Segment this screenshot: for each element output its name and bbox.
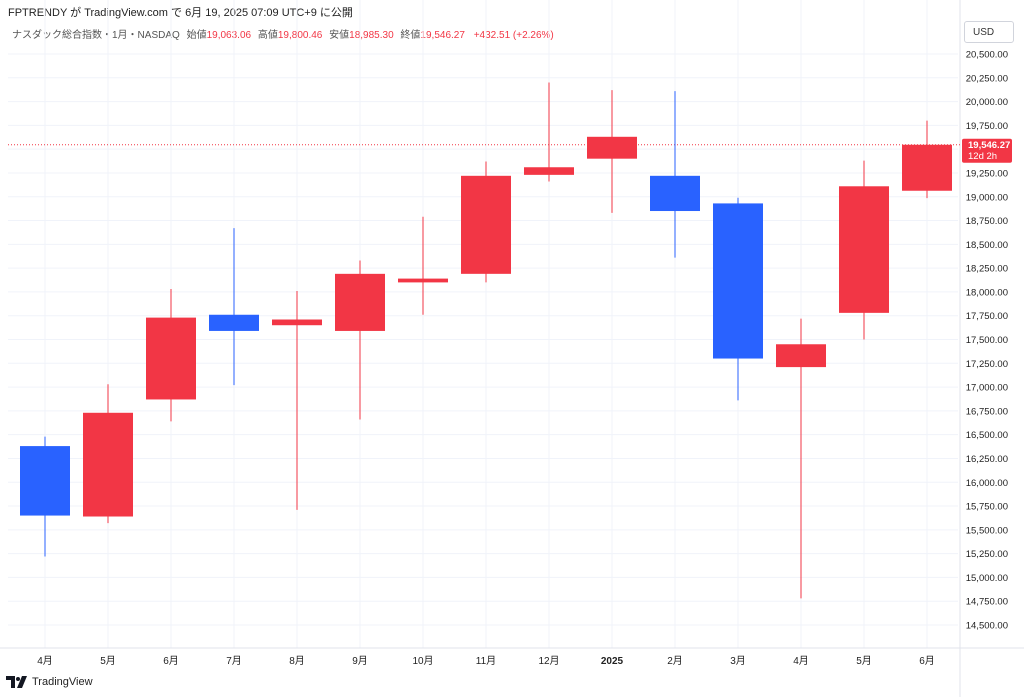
- currency-selector[interactable]: USD: [964, 21, 1014, 43]
- y-tick-label: 20,500.00: [966, 50, 1008, 61]
- x-tick-label: 2025: [601, 656, 624, 667]
- publish-info: FPTRENDY が TradingView.com で 6月 19, 2025…: [8, 7, 353, 19]
- candle-body: [272, 319, 322, 326]
- y-tick-label: 18,750.00: [966, 216, 1008, 227]
- low-label: 安値: [329, 30, 350, 41]
- candle-body: [776, 344, 826, 368]
- y-tick-label: 19,750.00: [966, 121, 1008, 132]
- candle-body: [902, 144, 952, 191]
- candle-body: [398, 278, 448, 283]
- x-tick-label: 6月: [919, 655, 935, 667]
- candle-body: [524, 167, 574, 175]
- change-value: +432.51 (+2.26%): [473, 30, 554, 41]
- y-tick-label: 16,250.00: [966, 454, 1008, 465]
- x-tick-label: 5月: [100, 655, 116, 667]
- y-tick-label: 15,250.00: [966, 549, 1008, 560]
- candle-body: [335, 273, 385, 331]
- close-label: 終値: [400, 30, 421, 41]
- footer-brand: TradingView: [32, 676, 93, 688]
- x-tick-label: 6月: [163, 655, 179, 667]
- candle-body: [209, 314, 259, 331]
- y-tick-label: 18,500.00: [966, 240, 1008, 251]
- x-tick-label: 3月: [730, 655, 746, 667]
- open-label: 始値: [186, 30, 207, 41]
- y-tick-label: 16,500.00: [966, 430, 1008, 441]
- candle-body: [461, 175, 511, 274]
- y-tick-label: 15,000.00: [966, 573, 1008, 584]
- x-tick-label: 7月: [226, 655, 242, 667]
- x-tick-label: 8月: [289, 655, 305, 667]
- candle-body: [587, 136, 637, 159]
- close-value: 19,546.27: [420, 30, 465, 41]
- y-tick-label: 20,000.00: [966, 97, 1008, 108]
- y-tick-label: 18,250.00: [966, 264, 1008, 275]
- y-tick-label: 16,000.00: [966, 478, 1008, 489]
- x-tick-label: 4月: [793, 655, 809, 667]
- x-tick-label: 12月: [538, 655, 559, 667]
- y-tick-label: 15,500.00: [966, 525, 1008, 536]
- y-tick-label: 14,500.00: [966, 621, 1008, 632]
- high-value: 19,800.46: [277, 30, 323, 41]
- tradingview-logo-icon: [6, 676, 27, 688]
- symbol-ohlc-legend: ナスダック総合指数・1月・NASDAQ 始値19,063.06 高値19,800…: [12, 26, 554, 41]
- open-value: 19,063.06: [206, 30, 252, 41]
- y-tick-label: 18,000.00: [966, 287, 1008, 298]
- y-tick-label: 17,000.00: [966, 383, 1008, 394]
- x-tick-label: 2月: [667, 655, 683, 667]
- x-tick-label: 5月: [856, 655, 872, 667]
- symbol-name: ナスダック総合指数・1月・NASDAQ: [12, 30, 180, 41]
- tradingview-footer[interactable]: TradingView: [6, 676, 93, 688]
- y-tick-label: 17,750.00: [966, 311, 1008, 322]
- y-tick-label: 15,750.00: [966, 502, 1008, 513]
- current-price-tag-countdown: 12d 2h: [968, 151, 997, 162]
- current-price-tag: [962, 138, 1012, 163]
- x-tick-label: 10月: [412, 655, 433, 667]
- current-price-tag-value: 19,546.27: [968, 140, 1010, 151]
- y-tick-label: 19,250.00: [966, 168, 1008, 179]
- candle-body: [146, 317, 196, 400]
- candle-body: [839, 186, 889, 313]
- low-value: 18,985.30: [349, 30, 394, 41]
- y-tick-label: 14,750.00: [966, 597, 1008, 608]
- y-tick-label: 17,250.00: [966, 359, 1008, 370]
- x-tick-label: 4月: [37, 655, 53, 667]
- candle-body: [713, 203, 763, 359]
- y-tick-label: 19,000.00: [966, 192, 1008, 203]
- high-label: 高値: [257, 30, 278, 41]
- y-tick-label: 20,250.00: [966, 73, 1008, 84]
- x-tick-label: 9月: [352, 655, 368, 667]
- candle-body: [20, 446, 70, 516]
- y-tick-label: 16,750.00: [966, 406, 1008, 417]
- x-tick-label: 11月: [476, 655, 496, 667]
- candle-body: [650, 175, 700, 212]
- candle-body: [83, 412, 133, 517]
- y-tick-label: 17,500.00: [966, 335, 1008, 346]
